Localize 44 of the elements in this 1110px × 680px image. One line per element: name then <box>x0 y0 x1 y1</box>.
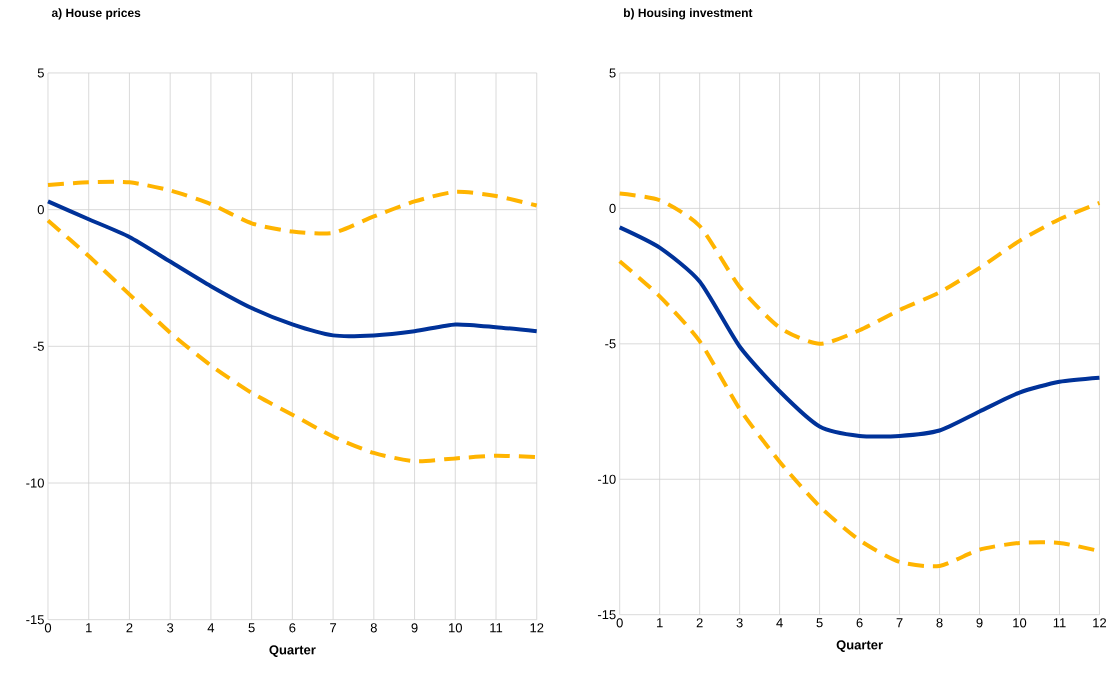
x-tick-label: 1 <box>86 623 92 633</box>
y-tick-label: 0 <box>609 203 616 214</box>
x-tick-label: 8 <box>936 618 943 628</box>
x-tick-label: 9 <box>976 618 983 628</box>
x-tick-label: 12 <box>1093 618 1107 628</box>
x-tick-label: 6 <box>289 623 296 633</box>
chart-title: b) Housing investment <box>624 8 753 20</box>
x-tick-label: 6 <box>856 618 863 628</box>
y-tick-label: -5 <box>605 339 616 349</box>
line-series <box>617 225 1102 439</box>
x-tick-label: 8 <box>370 623 377 633</box>
x-tick-label: 5 <box>248 623 255 633</box>
line-series <box>45 199 539 339</box>
x-tick-label: 12 <box>530 623 544 633</box>
y-tick-label: -15 <box>26 615 44 625</box>
x-tick-label: 1 <box>657 618 663 628</box>
x-tick-label: 4 <box>207 623 215 633</box>
x-tick-label: 0 <box>44 623 52 633</box>
x-tick-label: 9 <box>411 623 418 633</box>
x-tick-label: 3 <box>167 623 174 633</box>
line-series <box>617 191 1102 346</box>
x-tick-label: 10 <box>1013 618 1027 628</box>
y-tick-label: 5 <box>37 68 44 78</box>
y-tick-label: 0 <box>37 205 44 215</box>
x-tick-label: 4 <box>776 618 783 628</box>
x-tick-label: 11 <box>490 623 503 633</box>
x-tick-label: 2 <box>696 618 703 628</box>
y-tick-label: -15 <box>597 610 616 620</box>
x-axis-title: Quarter <box>836 640 883 653</box>
x-tick-label: 11 <box>1053 618 1066 628</box>
y-tick-label: -10 <box>597 474 616 485</box>
x-tick-label: 3 <box>736 618 743 628</box>
x-tick-label: 7 <box>330 623 337 633</box>
x-tick-label: 2 <box>126 623 133 633</box>
x-tick-label: 7 <box>896 618 903 628</box>
x-tick-label: 5 <box>816 618 823 628</box>
x-axis-title: Quarter <box>269 645 316 658</box>
y-tick-label: 5 <box>609 68 616 78</box>
line-series <box>45 180 539 236</box>
y-tick-label: -5 <box>33 341 44 352</box>
x-tick-label: 0 <box>616 618 623 628</box>
x-tick-label: 10 <box>449 623 462 633</box>
chart-title: a) House prices <box>51 8 141 20</box>
y-tick-label: -10 <box>26 478 44 488</box>
